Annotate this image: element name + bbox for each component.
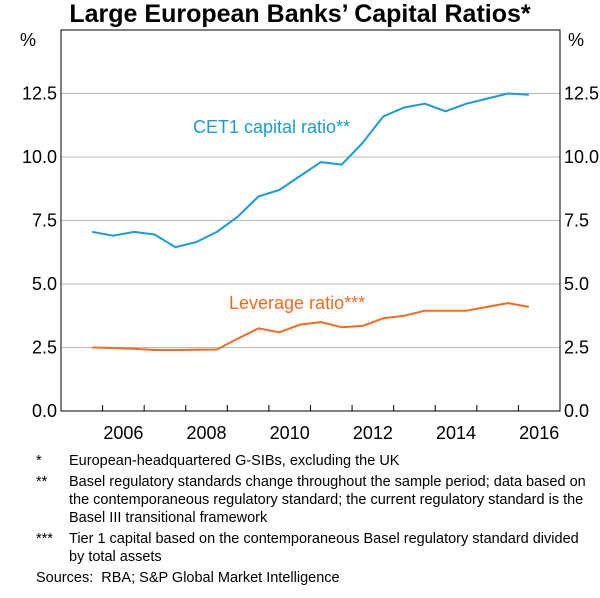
cet1-series-label: CET1 capital ratio** — [193, 117, 350, 137]
x-tick-2016: 2016 — [519, 423, 559, 443]
x-tick-2006: 2006 — [103, 423, 143, 443]
footnote-3: *** Tier 1 capital based on the contempo… — [36, 530, 586, 566]
footnote-3-mark: *** — [36, 531, 53, 547]
y-tick-right-7.5: 7.5 — [564, 211, 589, 231]
x-tick-2012: 2012 — [353, 423, 393, 443]
y-tick-left-5.0: 5.0 — [32, 274, 57, 294]
footnote-1: * European-headquartered G-SIBs, excludi… — [36, 452, 586, 470]
chart-title: Large European Banks’ Capital Ratios* — [69, 0, 531, 28]
series-lines — [92, 92, 529, 351]
leverage-series-label: Leverage ratio*** — [229, 293, 365, 313]
y-tick-right-12.5: 12.5 — [564, 84, 599, 104]
footnotes: * European-headquartered G-SIBs, excludi… — [36, 452, 586, 587]
footnote-2-text: Basel regulatory standards change throug… — [69, 474, 586, 526]
chart: Large European Banks’ Capital Ratios* 0.… — [20, 0, 599, 444]
x-tick-2014: 2014 — [436, 423, 476, 443]
footnote-3-text: Tier 1 capital based on the contemporane… — [69, 531, 579, 565]
footnote-1-text: European-headquartered G-SIBs, excluding… — [69, 453, 400, 469]
x-tick-2010: 2010 — [270, 423, 310, 443]
y-tick-right-5.0: 5.0 — [564, 274, 589, 294]
y-tick-right-0.0: 0.0 — [564, 401, 589, 421]
leverage-ratio-line — [92, 302, 529, 351]
y-axis-unit-right: % — [568, 30, 584, 50]
y-axis-unit-left: % — [20, 30, 36, 50]
gridlines — [61, 93, 560, 348]
footnote-2-mark: ** — [36, 474, 48, 490]
y-tick-right-2.5: 2.5 — [564, 338, 589, 358]
axis-ticks: 0.0 0.0 2.5 2.5 5.0 5.0 7.5 7.5 10.0 10.0 12.5 12.5… — [22, 84, 599, 444]
y-tick-left-0.0: 0.0 — [32, 401, 57, 421]
sources: Sources: RBA; S&P Global Market Intellig… — [36, 570, 340, 586]
cet1-capital-ratio-line — [92, 92, 529, 249]
x-tick-2008: 2008 — [187, 423, 227, 443]
y-tick-left-7.5: 7.5 — [32, 211, 57, 231]
footnote-2: ** Basel regulatory standards change thr… — [36, 473, 586, 527]
y-tick-left-10.0: 10.0 — [22, 147, 57, 167]
footnote-1-mark: * — [36, 453, 42, 469]
y-tick-left-12.5: 12.5 — [22, 84, 57, 104]
y-tick-left-2.5: 2.5 — [32, 338, 57, 358]
y-tick-right-10.0: 10.0 — [564, 147, 599, 167]
